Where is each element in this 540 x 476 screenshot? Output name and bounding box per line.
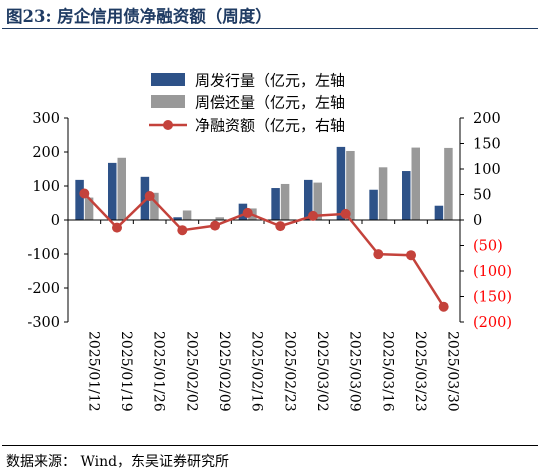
net-financing-point: [308, 210, 318, 221]
net-financing-point: [373, 249, 384, 260]
issuance-bar: [75, 179, 84, 220]
left-tick-label: -300: [27, 315, 60, 331]
net-financing-point: [406, 250, 416, 261]
issuance-bar: [402, 171, 411, 220]
bar-layer: [75, 146, 453, 221]
x-tick-label: 2025/03/30: [445, 331, 461, 412]
right-tick-label: (150): [473, 290, 512, 306]
net-financing-line-layer: [79, 188, 449, 312]
x-tick-label: 2025/03/16: [379, 331, 395, 412]
legend-label: 周发行量（亿元，左轴: [195, 72, 345, 90]
issuance-bar: [304, 179, 313, 220]
x-tick-label: 2025/01/19: [118, 331, 134, 412]
repayment-bar: [182, 210, 192, 220]
net-financing-line: [83, 192, 445, 308]
legend-swatch: [151, 95, 185, 108]
x-tick-label: 2025/02/02: [183, 331, 199, 412]
net-financing-point: [438, 301, 449, 312]
axes-layer: -300 -200 -100 0 100 200 300 (200) (150) (100) (50…: [27, 111, 512, 412]
issuance-bar: [271, 188, 280, 220]
net-financing-point: [340, 208, 351, 219]
left-tick-label: 200: [32, 145, 60, 161]
net-financing-point: [177, 225, 188, 236]
figure-title: 图23: 房企信用债净融资额（周度）: [6, 7, 272, 26]
x-tick-label: 2025/01/12: [85, 331, 101, 412]
right-tick-label: 0: [473, 213, 482, 229]
repayment-bar: [117, 157, 126, 220]
title-divider: [2, 28, 538, 29]
right-tick-label: 100: [473, 162, 501, 178]
net-financing-chart: -300 -200 -100 0 100 200 300 (200) (150) (100) (50…: [27, 72, 512, 412]
repayment-bar: [280, 183, 290, 220]
right-tick-label: (200): [473, 315, 512, 331]
footer-divider: [2, 445, 538, 446]
net-financing-point: [275, 221, 286, 232]
left-tick-label: -200: [27, 281, 60, 297]
source-note: 数据来源： Wind，东吴证券研究所: [6, 454, 230, 470]
right-tick-label: 200: [473, 111, 501, 127]
issuance-bar: [140, 176, 150, 220]
left-tick-label: 100: [32, 179, 60, 195]
net-financing-point: [112, 222, 122, 233]
issuance-bar: [173, 217, 182, 220]
x-tick-label: 2025/03/23: [412, 331, 428, 412]
repayment-bar: [378, 167, 388, 220]
repayment-bar: [215, 217, 224, 220]
repayment-bar: [313, 182, 322, 220]
x-tick-label: 2025/02/16: [249, 331, 265, 412]
x-tick-label: 2025/01/26: [151, 331, 167, 412]
right-tick-label: 150: [473, 137, 501, 153]
legend-label: 净融资额（亿元，右轴: [195, 117, 345, 135]
issuance-bar: [434, 205, 444, 220]
issuance-bar: [336, 146, 346, 220]
left-tick-label: 300: [32, 111, 60, 127]
repayment-bar: [150, 192, 159, 220]
repayment-bar: [346, 150, 355, 220]
legend-marker: [163, 120, 173, 130]
right-tick-label: (100): [473, 264, 512, 280]
repayment-bar: [444, 147, 453, 220]
issuance-bar: [108, 162, 117, 220]
x-tick-label: 2025/02/09: [216, 331, 232, 412]
x-tick-label: 2025/03/02: [314, 331, 330, 412]
issuance-bar: [369, 189, 378, 220]
net-financing-point: [79, 188, 90, 199]
net-financing-point: [144, 191, 155, 202]
net-financing-point: [210, 220, 220, 231]
x-tick-label: 2025/02/23: [281, 331, 297, 412]
left-tick-label: -100: [27, 247, 60, 263]
right-tick-label: (50): [473, 239, 503, 255]
right-tick-label: 50: [473, 188, 491, 204]
x-tick-label: 2025/03/09: [347, 331, 363, 412]
legend-label: 周偿还量（亿元，左轴: [195, 94, 345, 112]
left-tick-label: 0: [51, 213, 60, 229]
net-financing-point: [242, 207, 253, 218]
repayment-bar: [411, 147, 420, 220]
legend-swatch: [151, 73, 185, 86]
repayment-bar: [84, 197, 94, 220]
